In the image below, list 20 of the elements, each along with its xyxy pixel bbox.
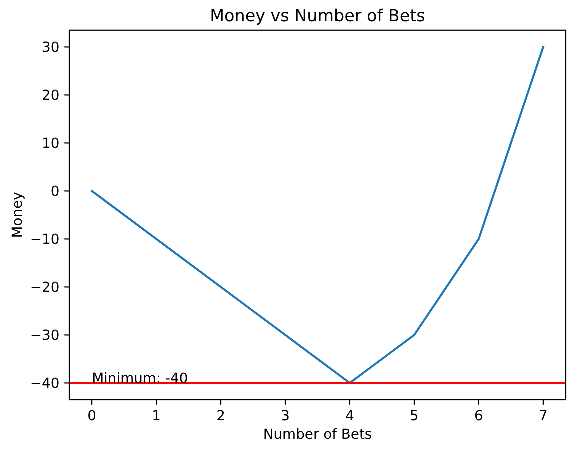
y-tick-label: −30 xyxy=(30,328,60,344)
x-tick-label: 5 xyxy=(410,408,419,424)
y-tick-label: 10 xyxy=(42,136,60,152)
x-tick-label: 3 xyxy=(281,408,290,424)
x-tick-label: 1 xyxy=(152,408,161,424)
chart-title: Money vs Number of Bets xyxy=(210,6,426,26)
y-tick-label: −40 xyxy=(30,376,60,392)
line-series xyxy=(91,46,544,384)
y-tick-label: 20 xyxy=(42,88,60,104)
x-tick-label: 7 xyxy=(539,408,548,424)
y-tick-label: 30 xyxy=(42,40,60,56)
x-tick-label: 0 xyxy=(88,408,96,424)
x-axis-title: Number of Bets xyxy=(263,427,372,443)
x-tick-label: 4 xyxy=(346,408,355,424)
y-axis-title: Money xyxy=(10,192,26,238)
y-tick-label: −10 xyxy=(30,232,60,248)
y-tick-label: −20 xyxy=(30,280,60,296)
y-tick-label: 0 xyxy=(50,184,60,200)
x-tick-label: 2 xyxy=(216,408,226,424)
x-tick-label: 6 xyxy=(474,408,484,424)
